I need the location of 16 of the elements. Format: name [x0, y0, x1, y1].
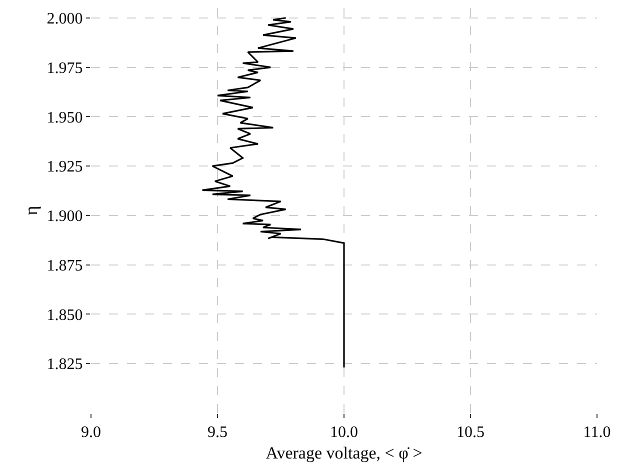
x-axis-title: Average voltage, < φ̇ > — [266, 444, 422, 463]
x-tick-label: 10.0 — [330, 424, 358, 442]
x-tick-label: 10.5 — [456, 424, 484, 442]
x-tick-label: 9.5 — [208, 424, 228, 442]
y-tick-label: 1.825 — [46, 356, 83, 374]
y-axis-title: η — [21, 206, 41, 216]
x-tick-label: 9.0 — [81, 424, 101, 442]
y-tick-label: 1.850 — [46, 306, 83, 324]
y-tick-label: 1.875 — [46, 257, 83, 274]
y-tick-label: 1.900 — [46, 208, 83, 226]
line-series — [202, 17, 345, 368]
y-tick-label: 1.925 — [46, 158, 83, 176]
y-tick-label: 1.975 — [46, 60, 83, 77]
x-tick-label: 11.0 — [583, 424, 611, 442]
y-tick-label: 1.950 — [46, 109, 83, 126]
y-tick-label: 2.000 — [46, 10, 83, 28]
